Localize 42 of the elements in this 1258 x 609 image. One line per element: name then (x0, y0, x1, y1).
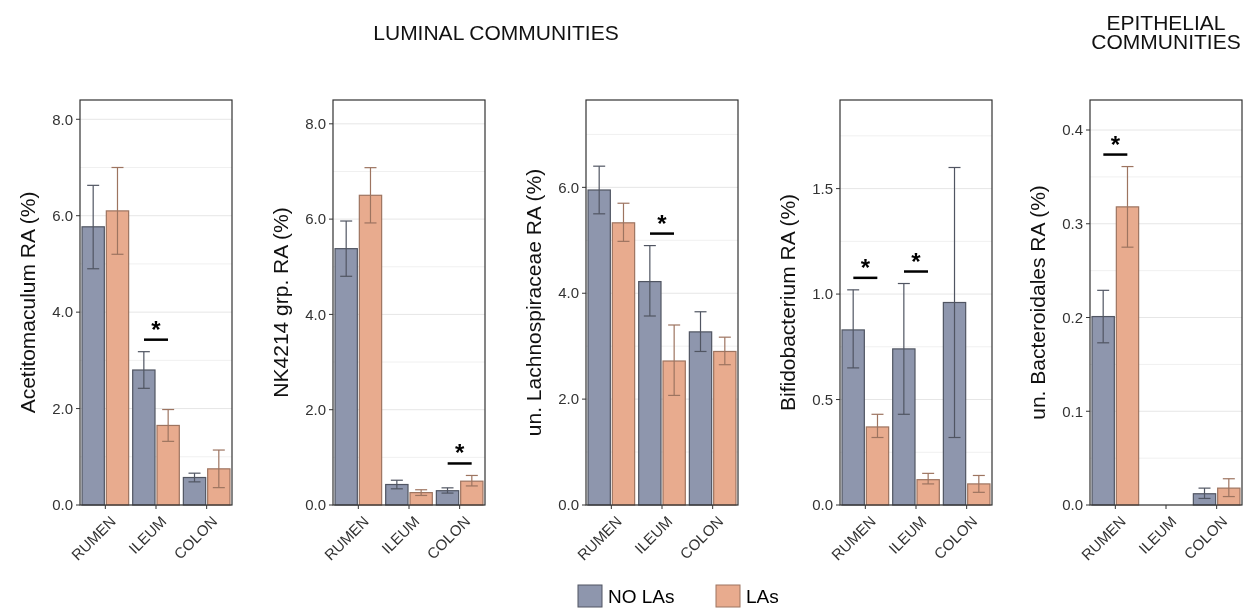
bar (460, 480, 484, 506)
bar (182, 476, 207, 506)
y-tick-label: 2.0 (305, 400, 326, 418)
y-tick-label: 0.0 (558, 496, 579, 514)
y-axis-title: Acetitomaculum RA (%) (16, 191, 39, 414)
y-tick-label: 4.0 (52, 303, 73, 321)
y-tick-label: 1.5 (812, 179, 833, 197)
legend-label: LAs (746, 586, 779, 607)
y-axis-title: un. Lachnospiraceae RA (%) (522, 168, 545, 437)
annotation: * (657, 209, 668, 237)
y-tick-label: 0.1 (1062, 402, 1083, 420)
annotation: * (911, 247, 922, 275)
annotation: * (151, 315, 162, 343)
y-tick-label: 0.0 (1062, 496, 1083, 514)
y-tick-label: 0.3 (1062, 215, 1083, 232)
y-tick-label: 8.0 (305, 115, 326, 133)
annotation: * (860, 253, 871, 281)
y-tick-label: 0.0 (52, 496, 73, 514)
y-tick-label: 2.0 (52, 399, 73, 417)
y-tick-label: 6.0 (305, 210, 326, 228)
y-tick-label: 4.0 (305, 305, 326, 323)
chart-title: EPITHELIAL COMMUNITIES (1091, 11, 1241, 53)
bar (409, 492, 433, 506)
legend-label: NO LAs (608, 586, 675, 607)
y-tick-label: 8.0 (52, 110, 73, 128)
y-axis-title: Bifidobacterium RA (%) (776, 193, 799, 412)
y-tick-label: 0.0 (812, 496, 833, 514)
annotation: * (1110, 130, 1121, 158)
y-tick-label: 0.5 (812, 390, 833, 408)
text: LUMINAL COMMUNITIES (373, 21, 619, 44)
y-tick-label: 2.0 (558, 390, 579, 408)
y-tick-label: 0.4 (1062, 121, 1083, 139)
y-axis-title: NK4214 grp. RA (%) (269, 207, 292, 398)
annotation: * (454, 439, 465, 467)
y-tick-label: 6.0 (52, 206, 73, 224)
y-tick-label: 1.0 (812, 285, 833, 303)
y-axis-title: un. Bacteroidales RA (%) (1026, 185, 1049, 420)
bar (385, 483, 409, 506)
y-tick-label: 0.2 (1062, 308, 1083, 326)
y-tick-label: 4.0 (558, 284, 579, 302)
y-tick-label: 0.0 (305, 496, 326, 514)
y-tick-label: 6.0 (558, 178, 579, 196)
